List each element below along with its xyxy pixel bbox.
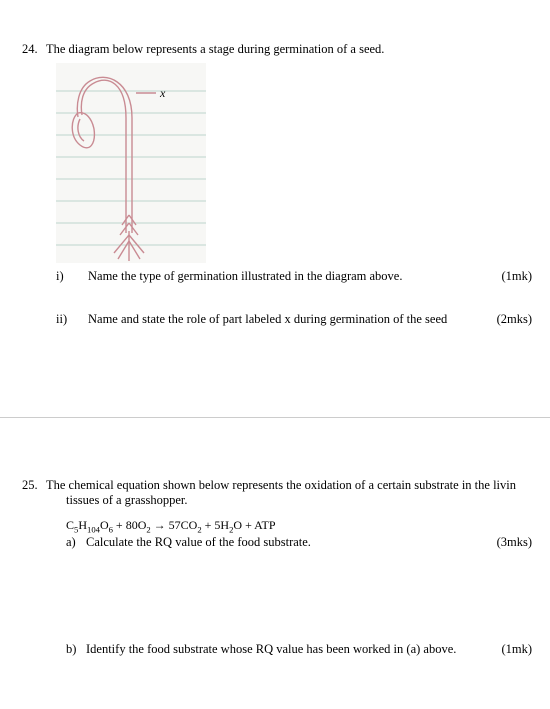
question-25: 25. The chemical equation shown below re…	[22, 478, 550, 493]
q25-part-a: a) Calculate the RQ value of the food su…	[66, 535, 550, 550]
part-label: i)	[56, 269, 88, 284]
part-label: a)	[66, 535, 86, 550]
prompt-line1: The chemical equation shown below repres…	[46, 478, 516, 492]
question-number: 25.	[22, 478, 46, 493]
question-24: 24. The diagram below represents a stage…	[22, 42, 550, 57]
part-text: Name the type of germination illustrated…	[88, 269, 491, 284]
part-label: ii)	[56, 312, 88, 327]
q25-part-b: b) Identify the food substrate whose RQ …	[66, 642, 550, 657]
q24-part-i: i) Name the type of germination illustra…	[56, 269, 550, 284]
part-text: Name and state the role of part labeled …	[88, 312, 487, 327]
marks: (2mks)	[487, 312, 532, 327]
q24-part-ii: ii) Name and state the role of part labe…	[56, 312, 550, 327]
marks: (1mk)	[491, 269, 532, 284]
exam-page: 24. The diagram below represents a stage…	[0, 0, 550, 657]
question-prompt: The diagram below represents a stage dur…	[46, 42, 550, 57]
label-x: x	[159, 86, 166, 100]
question-number: 24.	[22, 42, 46, 57]
germination-diagram: x	[56, 63, 206, 263]
chemical-equation: C5H104O6 + 80O2 → 57CO2 + 5H2O + ATP	[66, 518, 550, 533]
part-text: Calculate the RQ value of the food subst…	[86, 535, 487, 550]
marks: (1mk)	[491, 642, 532, 657]
section-divider	[0, 417, 550, 418]
part-text: Identify the food substrate whose RQ val…	[86, 642, 491, 657]
question-prompt: The chemical equation shown below repres…	[46, 478, 550, 493]
seedling-drawing	[72, 77, 156, 261]
ruled-lines	[56, 91, 206, 245]
prompt-line2: tissues of a grasshopper.	[66, 493, 550, 508]
part-label: b)	[66, 642, 86, 657]
marks: (3mks)	[487, 535, 532, 550]
diagram-svg: x	[56, 63, 206, 263]
